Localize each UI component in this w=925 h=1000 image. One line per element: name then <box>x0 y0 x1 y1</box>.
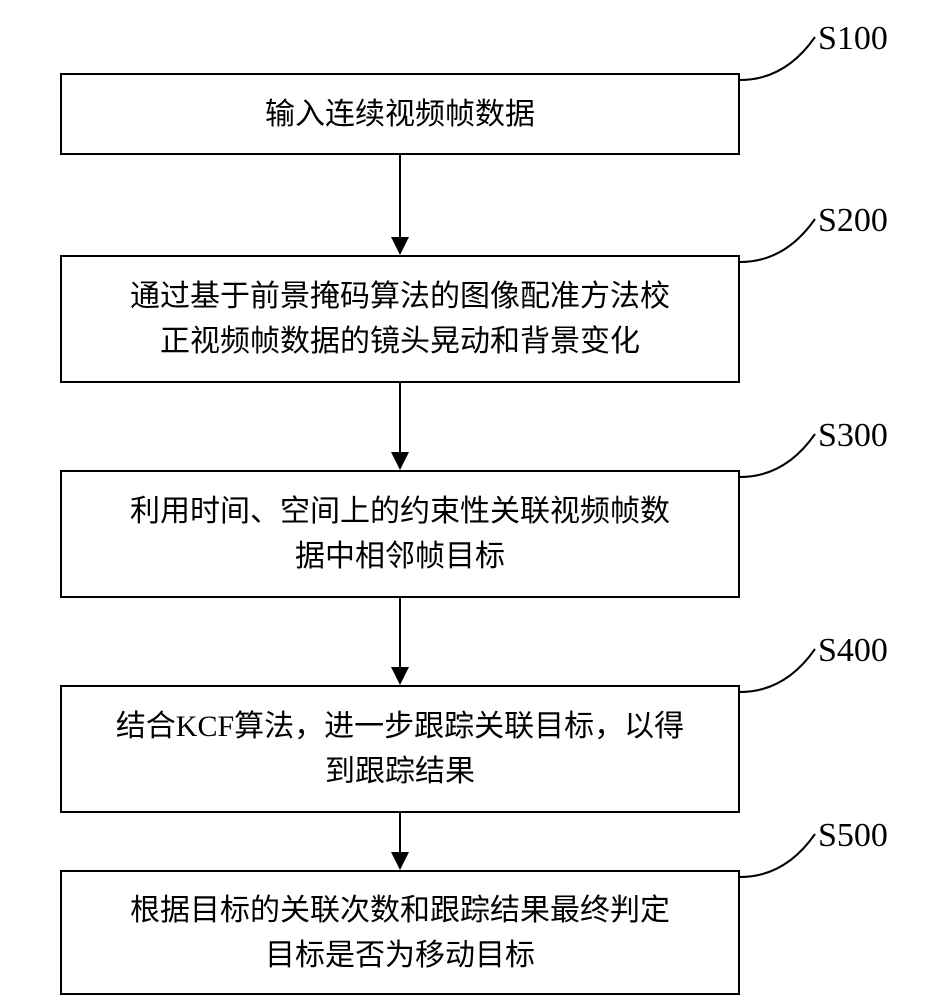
step-label-s500: S500 <box>818 817 888 855</box>
step-label-s300: S300 <box>818 417 888 455</box>
step-curve-s200 <box>740 217 820 272</box>
arrow-s100-s200-line <box>399 155 401 237</box>
arrow-s400-s500-line <box>399 813 401 852</box>
step-label-s200: S200 <box>818 202 888 240</box>
step-box-s300: 利用时间、空间上的约束性关联视频帧数 据中相邻帧目标 <box>60 470 740 598</box>
step-curve-s100 <box>740 35 820 90</box>
step-box-s100: 输入连续视频帧数据 <box>60 73 740 155</box>
step-box-s400: 结合KCF算法，进一步跟踪关联目标，以得 到跟踪结果 <box>60 685 740 813</box>
step-box-s500: 根据目标的关联次数和跟踪结果最终判定 目标是否为移动目标 <box>60 870 740 995</box>
step-curve-s500 <box>740 832 820 887</box>
step-text-s100: 输入连续视频帧数据 <box>265 92 535 137</box>
arrow-s200-s300-line <box>399 383 401 452</box>
step-text-s500: 根据目标的关联次数和跟踪结果最终判定 目标是否为移动目标 <box>130 888 670 978</box>
step-curve-s400 <box>740 647 820 702</box>
arrow-s100-s200-head <box>391 237 409 255</box>
step-label-s100: S100 <box>818 20 888 58</box>
step-curve-s300 <box>740 432 820 487</box>
flowchart-canvas: 输入连续视频帧数据 S100 通过基于前景掩码算法的图像配准方法校 正视频帧数据… <box>0 0 925 1000</box>
step-text-s400: 结合KCF算法，进一步跟踪关联目标，以得 到跟踪结果 <box>116 704 684 794</box>
arrow-s200-s300-head <box>391 452 409 470</box>
arrow-s300-s400-head <box>391 667 409 685</box>
arrow-s400-s500-head <box>391 852 409 870</box>
arrow-s300-s400-line <box>399 598 401 667</box>
step-text-s300: 利用时间、空间上的约束性关联视频帧数 据中相邻帧目标 <box>130 489 670 579</box>
step-text-s200: 通过基于前景掩码算法的图像配准方法校 正视频帧数据的镜头晃动和背景变化 <box>130 274 670 364</box>
step-label-s400: S400 <box>818 632 888 670</box>
step-box-s200: 通过基于前景掩码算法的图像配准方法校 正视频帧数据的镜头晃动和背景变化 <box>60 255 740 383</box>
